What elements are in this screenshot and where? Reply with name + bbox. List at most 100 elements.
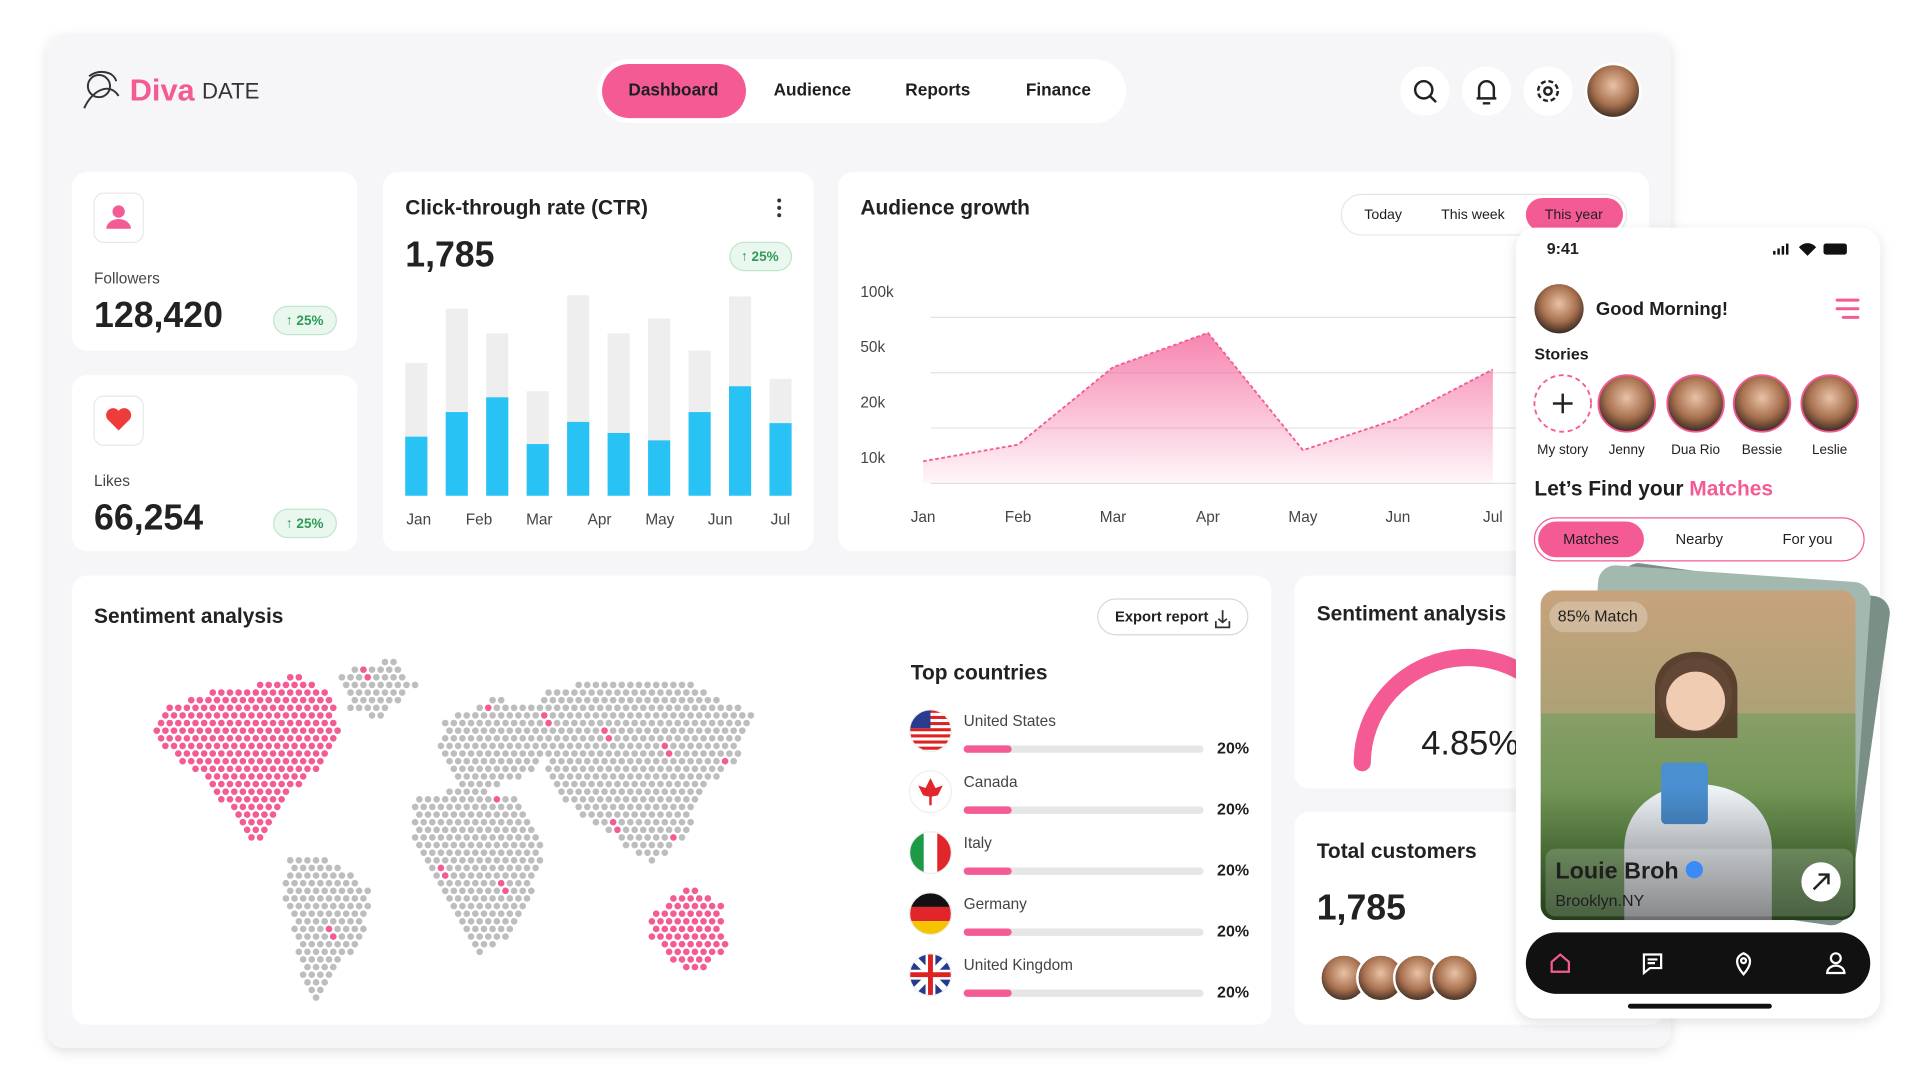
map-dot [670, 696, 677, 704]
match-label: 85% Match [1558, 609, 1638, 626]
map-dot [601, 696, 608, 704]
map-dot [347, 918, 354, 925]
map-dot [497, 696, 505, 704]
map-dot [674, 750, 682, 757]
map-dot [472, 788, 479, 795]
map-dot [433, 872, 440, 879]
customers-value: 1,785 [1317, 888, 1406, 928]
map-dot [700, 689, 707, 696]
map-dot [704, 757, 712, 765]
map-dot [687, 956, 694, 963]
map-dot [700, 780, 707, 788]
match-tab[interactable]: Matches [1563, 532, 1619, 548]
map-dot [248, 696, 255, 704]
story-avatar[interactable] [1800, 374, 1859, 433]
map-dot [347, 933, 354, 940]
map-dot [467, 856, 475, 864]
map-dot [317, 757, 324, 765]
map-dot [480, 879, 488, 887]
nav-tab[interactable]: Reports [905, 80, 970, 100]
map-dot [312, 979, 320, 986]
nav-icons[interactable] [1550, 952, 1846, 976]
map-dot [687, 742, 694, 750]
map-dot [480, 940, 488, 948]
map-dot [489, 742, 496, 750]
map-dot [695, 742, 703, 750]
map-dot [196, 757, 204, 765]
map-dot [209, 704, 217, 712]
story-avatar[interactable] [1597, 374, 1656, 433]
map-dot [704, 925, 712, 933]
map-dot [329, 704, 337, 712]
map-dot [734, 704, 742, 712]
map-dot [523, 879, 531, 887]
map-dot [566, 727, 574, 734]
map-dot [385, 666, 393, 673]
map-dot [273, 727, 281, 734]
range-tab[interactable]: This year [1545, 206, 1603, 222]
map-dot [480, 864, 488, 872]
nav-tab[interactable]: Dashboard [628, 80, 718, 100]
export-button[interactable] [1097, 598, 1249, 636]
map-dot [394, 666, 402, 673]
story-avatar[interactable] [1732, 374, 1792, 433]
map-dot [708, 948, 716, 956]
match-tab[interactable]: For you [1783, 532, 1833, 548]
header-icons [1400, 62, 1642, 120]
map-dot [665, 841, 673, 849]
followers-change-value: 25% [296, 313, 323, 328]
map-dot [351, 879, 359, 887]
map-dot [493, 887, 501, 895]
map-dot [601, 681, 608, 689]
map-dot [295, 872, 303, 879]
map-dot [286, 719, 294, 727]
map-dot [342, 681, 350, 689]
map-dot [291, 773, 298, 780]
user-avatar[interactable] [1534, 284, 1584, 334]
story-avatar[interactable] [1666, 374, 1725, 433]
map-dot [661, 757, 669, 765]
map-dot [441, 750, 449, 757]
ctr-bar [607, 432, 630, 496]
map-dot [480, 803, 488, 811]
map-dot [235, 765, 242, 773]
x-tick-label: Feb [1005, 509, 1031, 526]
map-dot [325, 940, 333, 948]
map-dot [708, 765, 716, 773]
map-dot [308, 940, 316, 948]
map-dot [609, 788, 617, 795]
ctr-menu[interactable] [777, 198, 782, 218]
map-dot [631, 841, 638, 849]
nav-tab[interactable]: Audience [774, 80, 852, 100]
map-dot [308, 971, 316, 979]
map-dot [670, 788, 677, 795]
map-dot [588, 780, 595, 788]
map-dot [463, 895, 471, 902]
map-dot [299, 696, 307, 704]
map-dot [248, 742, 255, 750]
map-dot [355, 933, 363, 940]
map-dot [674, 734, 682, 742]
map-dot [682, 795, 690, 803]
map-dot [510, 872, 518, 879]
map-dot [579, 811, 587, 818]
map-dot [553, 780, 561, 788]
map-dot [618, 742, 626, 750]
map-dot [476, 918, 483, 925]
map-dot [644, 834, 651, 841]
map-dot [196, 727, 204, 734]
map-dot [291, 895, 298, 902]
nav-tab[interactable]: Finance [1026, 80, 1091, 100]
range-tab[interactable]: This week [1441, 206, 1506, 222]
map-dot [588, 795, 595, 803]
map-dot [373, 689, 380, 696]
match-tab[interactable]: Nearby [1675, 532, 1723, 548]
map-dot [687, 696, 694, 704]
map-dot [424, 811, 432, 818]
map-dot [450, 826, 458, 834]
map-dot [286, 765, 294, 773]
map-dot [536, 750, 544, 757]
x-tick-label: Mar [1100, 509, 1126, 526]
range-tab[interactable]: Today [1364, 206, 1403, 222]
menu-icon[interactable] [1835, 298, 1860, 319]
